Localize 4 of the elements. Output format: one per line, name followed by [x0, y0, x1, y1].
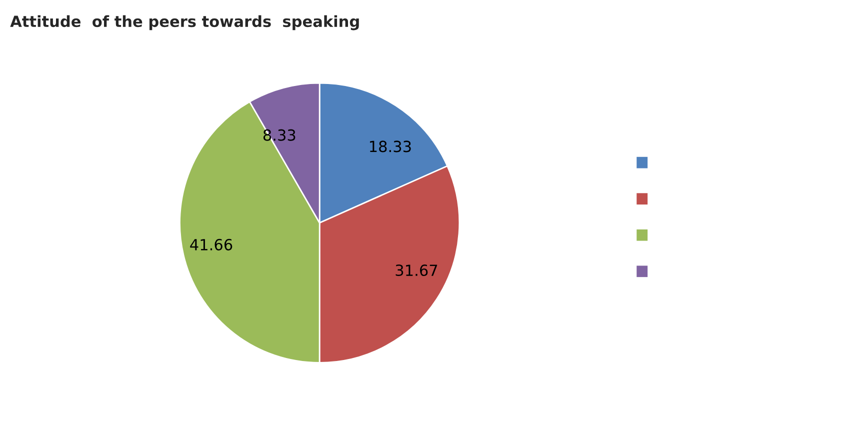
- data-label: 41.66: [190, 238, 232, 250]
- data-label: 18.33: [370, 140, 411, 152]
- data-label: 31.67: [396, 264, 438, 276]
- chart-title: Attitude of the peers towards speaking: [10, 15, 359, 30]
